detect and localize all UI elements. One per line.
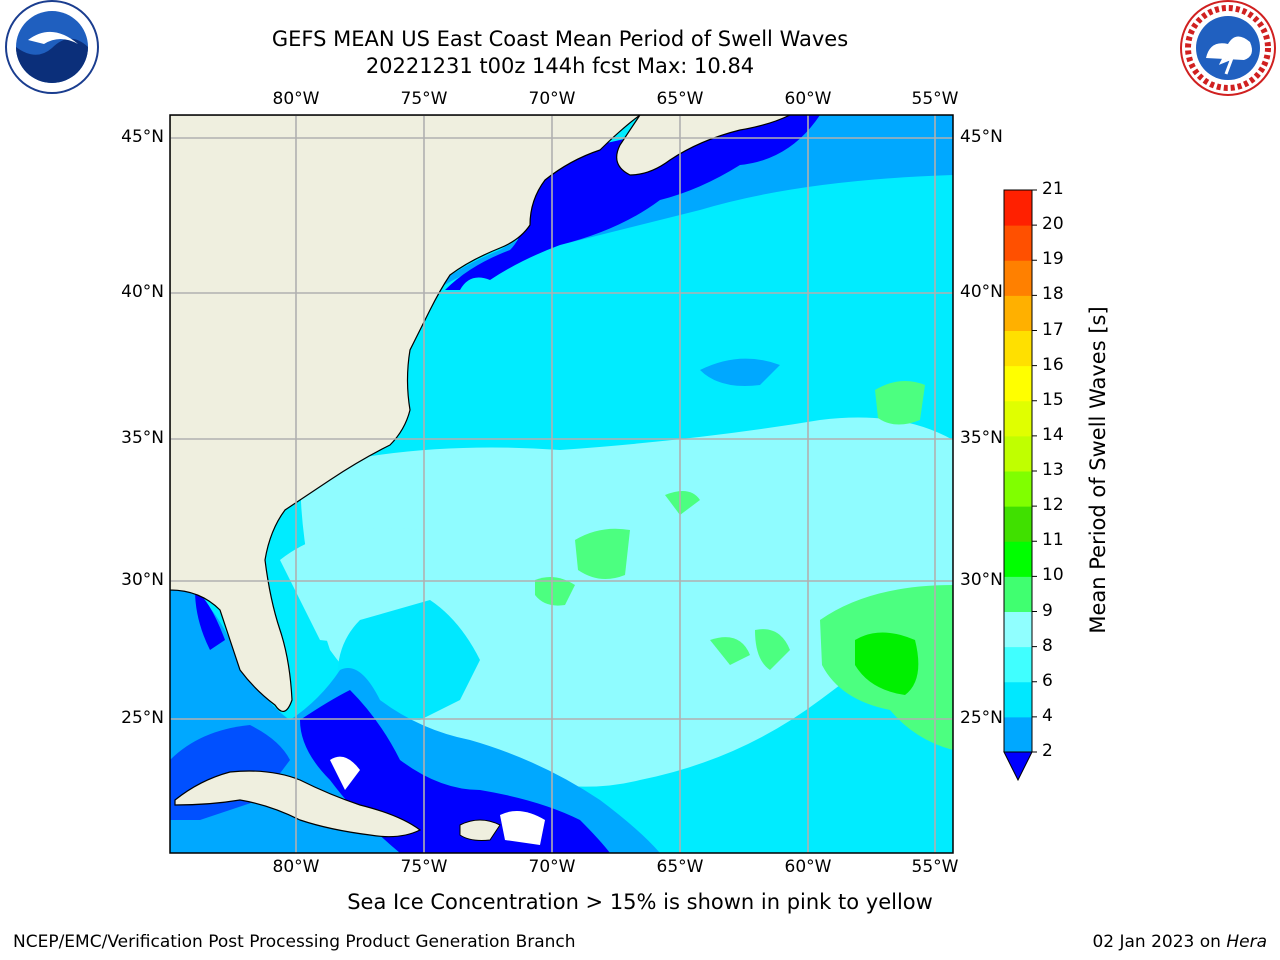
colorbar-tick-label: 10 [1042, 565, 1064, 586]
colorbar-tick-label: 15 [1042, 389, 1064, 410]
lon-label-top: 55°W [911, 89, 959, 109]
lon-label-top: 80°W [272, 89, 320, 109]
lon-label-bottom: 75°W [400, 857, 448, 877]
colorbar-tick-label: 17 [1042, 319, 1064, 340]
colorbar-segment [1004, 716, 1032, 753]
colorbar-segment [1004, 471, 1032, 507]
lat-label-right: 35°N [960, 428, 1003, 448]
lat-label-left: 45°N [121, 127, 164, 147]
colorbar-segment [1004, 400, 1032, 437]
map-frame [169, 114, 954, 854]
lon-label-bottom: 65°W [656, 857, 704, 877]
lon-label-top: 75°W [400, 89, 448, 109]
footer-date: 02 Jan 2023 on Hera [1092, 932, 1267, 952]
colorbar-tick-label: 18 [1042, 284, 1064, 305]
gridlines [170, 115, 953, 853]
colorbar-tick-label: 14 [1042, 424, 1064, 445]
lon-label-top: 70°W [528, 89, 576, 109]
lat-label-right: 30°N [960, 570, 1003, 590]
colorbar-segment [1004, 435, 1032, 472]
colorbar-tick-label: 9 [1042, 600, 1053, 621]
colorbar-segment [1004, 225, 1032, 261]
colorbar-tick-label: 6 [1042, 670, 1053, 691]
colorbar-segment [1004, 646, 1032, 683]
lat-label-left: 35°N [121, 428, 164, 448]
colorbar-tick-label: 8 [1042, 635, 1053, 656]
colorbar [1003, 189, 1037, 782]
sea-ice-note: Sea Ice Concentration > 15% is shown in … [347, 890, 933, 914]
lon-label-bottom: 80°W [272, 857, 320, 877]
colorbar-segment [1004, 260, 1032, 296]
colorbar-segment [1004, 365, 1032, 402]
noaa-logo [5, 0, 99, 94]
lat-label-left: 40°N [121, 282, 164, 302]
colorbar-segment [1004, 295, 1032, 331]
colorbar-tick-label: 2 [1042, 741, 1053, 761]
colorbar-tick-label: 20 [1042, 214, 1064, 235]
footer-date-text: 02 Jan 2023 on [1092, 932, 1227, 952]
colorbar-segment [1004, 330, 1032, 367]
figure-title: GEFS MEAN US East Coast Mean Period of S… [271, 27, 849, 51]
colorbar-tick-label: 13 [1042, 460, 1064, 480]
colorbar-segment [1004, 190, 1032, 226]
colorbar-tick-label: 21 [1042, 179, 1064, 199]
footer-credit: NCEP/EMC/Verification Post Processing Pr… [13, 932, 576, 952]
colorbar-tick-label: 11 [1042, 530, 1064, 551]
lat-label-right: 40°N [960, 282, 1003, 302]
lat-label-right: 45°N [960, 127, 1003, 147]
colorbar-segment [1004, 541, 1032, 577]
colorbar-extend-arrow [1003, 751, 1033, 782]
colorbar-segment [1004, 681, 1032, 718]
lon-label-top: 65°W [656, 89, 704, 109]
colorbar-segment [1004, 611, 1032, 648]
lat-label-right: 25°N [960, 708, 1003, 728]
lon-label-bottom: 70°W [528, 857, 576, 877]
lon-label-bottom: 60°W [784, 857, 832, 877]
lon-label-bottom: 55°W [911, 857, 959, 877]
colorbar-tick-label: 12 [1042, 495, 1064, 516]
national-weather-service-logo [1180, 0, 1276, 96]
footer-machine: Hera [1226, 932, 1267, 952]
colorbar-segment [1004, 576, 1032, 612]
colorbar-label: Mean Period of Swell Waves [s] [1086, 306, 1110, 634]
colorbar-tick-label: 16 [1042, 354, 1064, 375]
colorbar-tick-label: 19 [1042, 249, 1064, 270]
colorbar-segment [1004, 506, 1032, 542]
map-area [170, 115, 953, 853]
lat-label-left: 25°N [121, 708, 164, 728]
figure-subtitle: 20221231 t00z 144h fcst Max: 10.84 [365, 54, 755, 78]
lat-label-left: 30°N [121, 570, 164, 590]
colorbar-tick-label: 4 [1042, 705, 1053, 726]
lon-label-top: 60°W [784, 89, 832, 109]
